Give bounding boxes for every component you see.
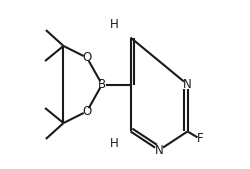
Text: O: O <box>82 51 91 64</box>
Text: H: H <box>109 18 118 31</box>
Text: N: N <box>182 78 191 91</box>
Text: O: O <box>82 105 91 118</box>
Text: N: N <box>154 144 163 157</box>
Text: B: B <box>98 78 106 91</box>
Text: F: F <box>196 132 202 146</box>
Text: H: H <box>109 137 118 150</box>
